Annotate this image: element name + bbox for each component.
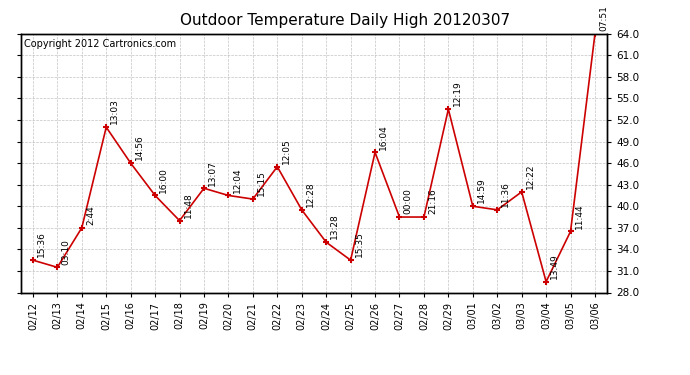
Text: Outdoor Temperature Daily High 20120307: Outdoor Temperature Daily High 20120307 (180, 13, 510, 28)
Text: 11:48: 11:48 (184, 192, 193, 218)
Text: 16:00: 16:00 (159, 167, 168, 193)
Text: 14:59: 14:59 (477, 178, 486, 204)
Text: 12:28: 12:28 (306, 182, 315, 207)
Text: 12:04: 12:04 (233, 167, 241, 193)
Text: 00:00: 00:00 (404, 188, 413, 214)
Text: 14:56: 14:56 (135, 135, 144, 160)
Text: 11:44: 11:44 (575, 203, 584, 229)
Text: 13:07: 13:07 (208, 160, 217, 186)
Text: 12:19: 12:19 (453, 81, 462, 106)
Text: 15:36: 15:36 (37, 231, 46, 257)
Text: 15:15: 15:15 (257, 170, 266, 196)
Text: 07:51: 07:51 (599, 5, 608, 31)
Text: 2:44: 2:44 (86, 205, 95, 225)
Text: 21:16: 21:16 (428, 189, 437, 214)
Text: 15:35: 15:35 (355, 231, 364, 257)
Text: 11:36: 11:36 (502, 181, 511, 207)
Text: 16:04: 16:04 (380, 124, 388, 150)
Text: Copyright 2012 Cartronics.com: Copyright 2012 Cartronics.com (23, 39, 176, 49)
Text: 13:49: 13:49 (550, 253, 560, 279)
Text: 03:10: 03:10 (61, 239, 70, 265)
Text: 13:28: 13:28 (331, 214, 339, 239)
Text: 13:03: 13:03 (110, 99, 119, 124)
Text: 12:22: 12:22 (526, 164, 535, 189)
Text: 12:05: 12:05 (282, 138, 290, 164)
